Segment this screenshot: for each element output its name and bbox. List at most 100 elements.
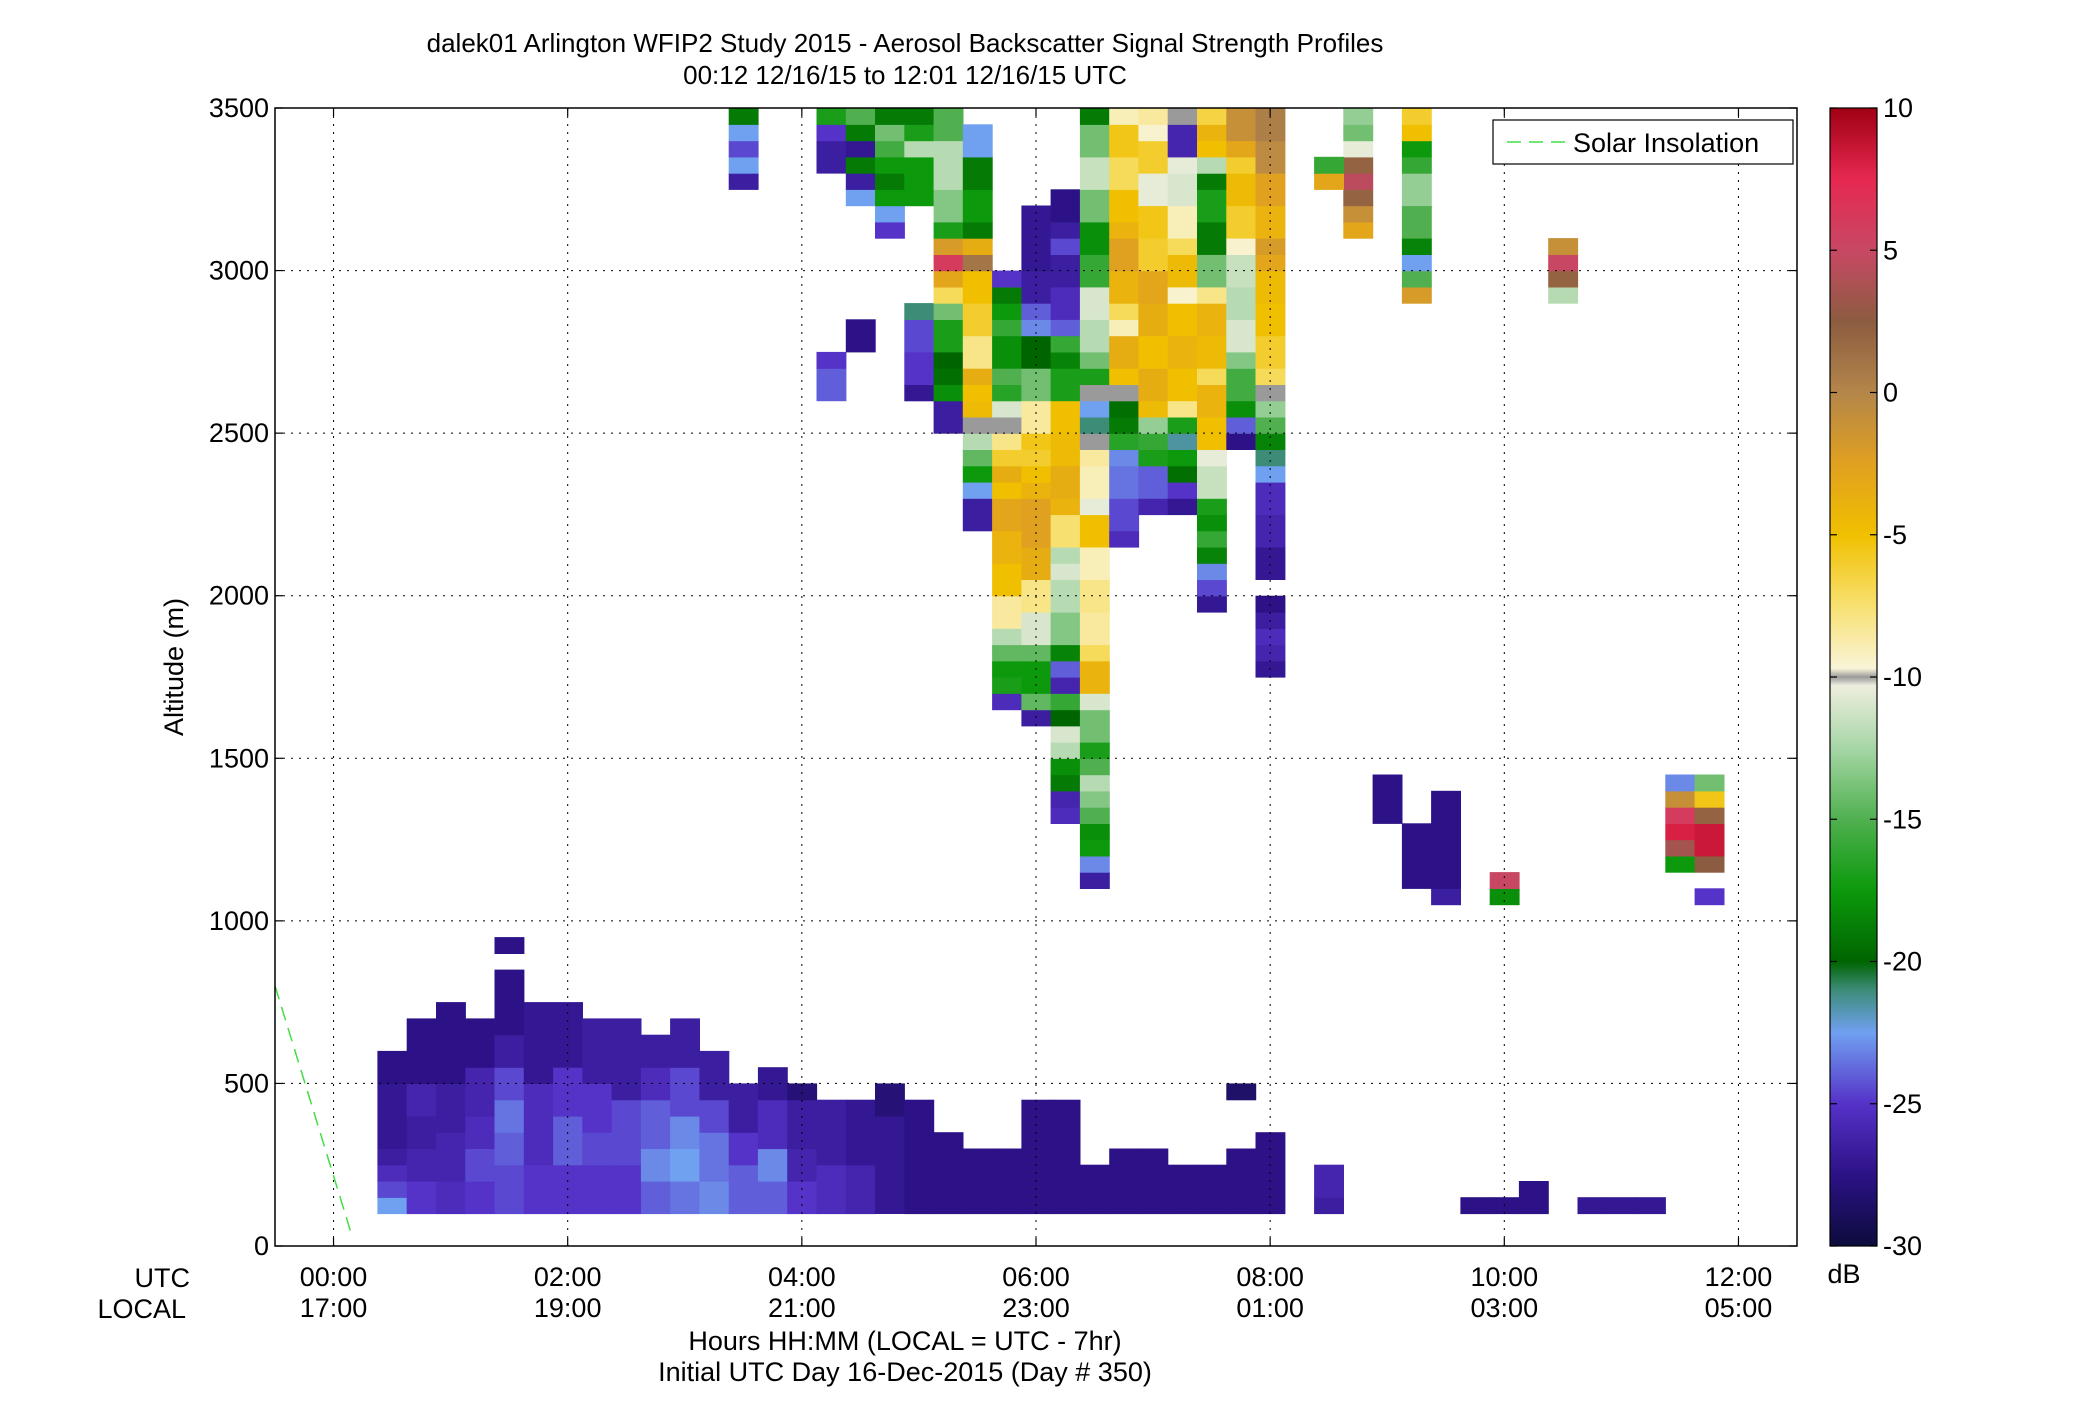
heatmap-cell <box>875 173 905 190</box>
heatmap-cell <box>1694 888 1725 906</box>
heatmap-cell <box>465 1181 496 1215</box>
heatmap-cell <box>1197 579 1227 597</box>
x-tick-label-local: 01:00 <box>1236 1293 1304 1323</box>
heatmap-cell <box>1138 140 1169 174</box>
heatmap-cell <box>1138 335 1169 369</box>
colorbar-tick-label: -5 <box>1883 520 1907 550</box>
heatmap-cell <box>1109 449 1140 467</box>
heatmap-cell <box>1079 108 1110 125</box>
heatmap-cell <box>1167 416 1198 434</box>
x-tick-label-utc: 00:00 <box>300 1262 368 1292</box>
heatmap-cell <box>1401 156 1432 174</box>
heatmap-cell <box>1197 449 1227 467</box>
heatmap-cell <box>1079 465 1110 499</box>
heatmap-cell <box>1401 140 1432 158</box>
heatmap-cell <box>1109 416 1140 434</box>
heatmap-cell <box>1694 855 1725 873</box>
heatmap-cell <box>875 124 905 142</box>
heatmap-cell <box>992 644 1022 662</box>
heatmap-cell <box>1255 270 1286 304</box>
heatmap-cell <box>1197 1164 1227 1215</box>
x-tick-label-local: 21:00 <box>768 1293 836 1323</box>
heatmap-cell <box>640 1067 671 1101</box>
colorbar-tick-label: -25 <box>1883 1089 1922 1119</box>
heatmap-cell <box>992 465 1022 483</box>
heatmap-cell <box>933 384 964 402</box>
heatmap-cell <box>406 1115 437 1149</box>
heatmap-cell <box>1050 612 1081 646</box>
heatmap-cell <box>1050 774 1081 792</box>
heatmap-cell <box>1255 433 1286 450</box>
heatmap-cell <box>845 108 876 125</box>
y-tick-label: 2000 <box>209 581 269 611</box>
heatmap-cell <box>1109 156 1140 190</box>
heatmap-cell <box>406 1083 437 1117</box>
heatmap-cell <box>1694 807 1725 824</box>
heatmap-cell <box>992 319 1022 337</box>
heatmap-cell <box>728 173 759 190</box>
y-tick-label: 3500 <box>209 93 269 123</box>
x-tick-label-utc: 12:00 <box>1705 1262 1773 1292</box>
heatmap-cell <box>699 1181 730 1215</box>
heatmap-cell <box>377 1181 408 1198</box>
heatmap-cell <box>845 156 876 174</box>
heatmap-cell <box>1079 319 1110 353</box>
heatmap-cell <box>1079 774 1110 792</box>
heatmap-cell <box>933 254 964 272</box>
heatmap-cell <box>933 368 964 385</box>
heatmap-cell <box>1050 514 1081 548</box>
heatmap-cell <box>1079 189 1110 223</box>
colorbar-tick-label: -30 <box>1883 1231 1922 1261</box>
heatmap-cell <box>816 108 847 125</box>
heatmap-cell <box>816 351 847 369</box>
heatmap-cell <box>1167 173 1198 207</box>
heatmap-cell <box>1050 742 1081 759</box>
heatmap-cell <box>1197 221 1227 255</box>
heatmap-cell <box>1050 546 1081 564</box>
heatmap-cell <box>933 221 964 239</box>
heatmap-cell <box>553 1002 583 1068</box>
heatmap-cell <box>1021 433 1052 450</box>
heatmap-cell <box>962 400 993 418</box>
heatmap-cell <box>933 400 964 434</box>
heatmap-cell <box>1694 823 1725 857</box>
x-tick-label-utc: 02:00 <box>534 1262 602 1292</box>
heatmap-cell <box>1167 156 1198 174</box>
heatmap-cell <box>406 1148 437 1182</box>
heatmap-cell <box>1167 449 1198 467</box>
heatmap-cell <box>1109 238 1140 272</box>
heatmap-cell <box>816 1099 847 1166</box>
heatmap-cell <box>1167 481 1198 499</box>
heatmap-cell <box>1079 124 1110 158</box>
heatmap-cell <box>1021 498 1052 548</box>
heatmap-cell <box>1050 189 1081 223</box>
heatmap-cell <box>1314 1164 1344 1198</box>
heatmap-cell <box>1167 1164 1198 1215</box>
heatmap-cell <box>904 1099 935 1215</box>
y-axis-ticks: 0 500 1000 1500 2000 2500 3000 3500 <box>209 93 1797 1261</box>
heatmap-cell <box>875 205 905 223</box>
heatmap-cell <box>699 1099 730 1133</box>
heatmap-cell <box>933 286 964 304</box>
heatmap-cell <box>1050 433 1081 467</box>
heatmap-cell <box>1636 1197 1666 1215</box>
heatmap-cell <box>1109 319 1140 337</box>
heatmap-cell <box>1050 238 1081 255</box>
heatmap-cell <box>1401 270 1432 288</box>
heatmap-cell <box>875 189 905 207</box>
heatmap-cell <box>1489 888 1520 906</box>
heatmap-cell <box>1343 124 1374 142</box>
heatmap-cell <box>582 1132 613 1166</box>
heatmap-cell <box>1343 156 1374 174</box>
heatmap-cell <box>1050 693 1081 711</box>
heatmap-cell <box>1226 286 1257 320</box>
heatmap-cell <box>523 1002 554 1084</box>
heatmap-cell <box>465 1018 496 1068</box>
heatmap-cell <box>933 238 964 255</box>
heatmap-cell <box>1197 384 1227 418</box>
heatmap-cell <box>1050 400 1081 434</box>
heatmap-cell <box>962 156 993 190</box>
colorbar-tick-label: -10 <box>1883 662 1922 692</box>
heatmap-cell <box>1079 156 1110 190</box>
